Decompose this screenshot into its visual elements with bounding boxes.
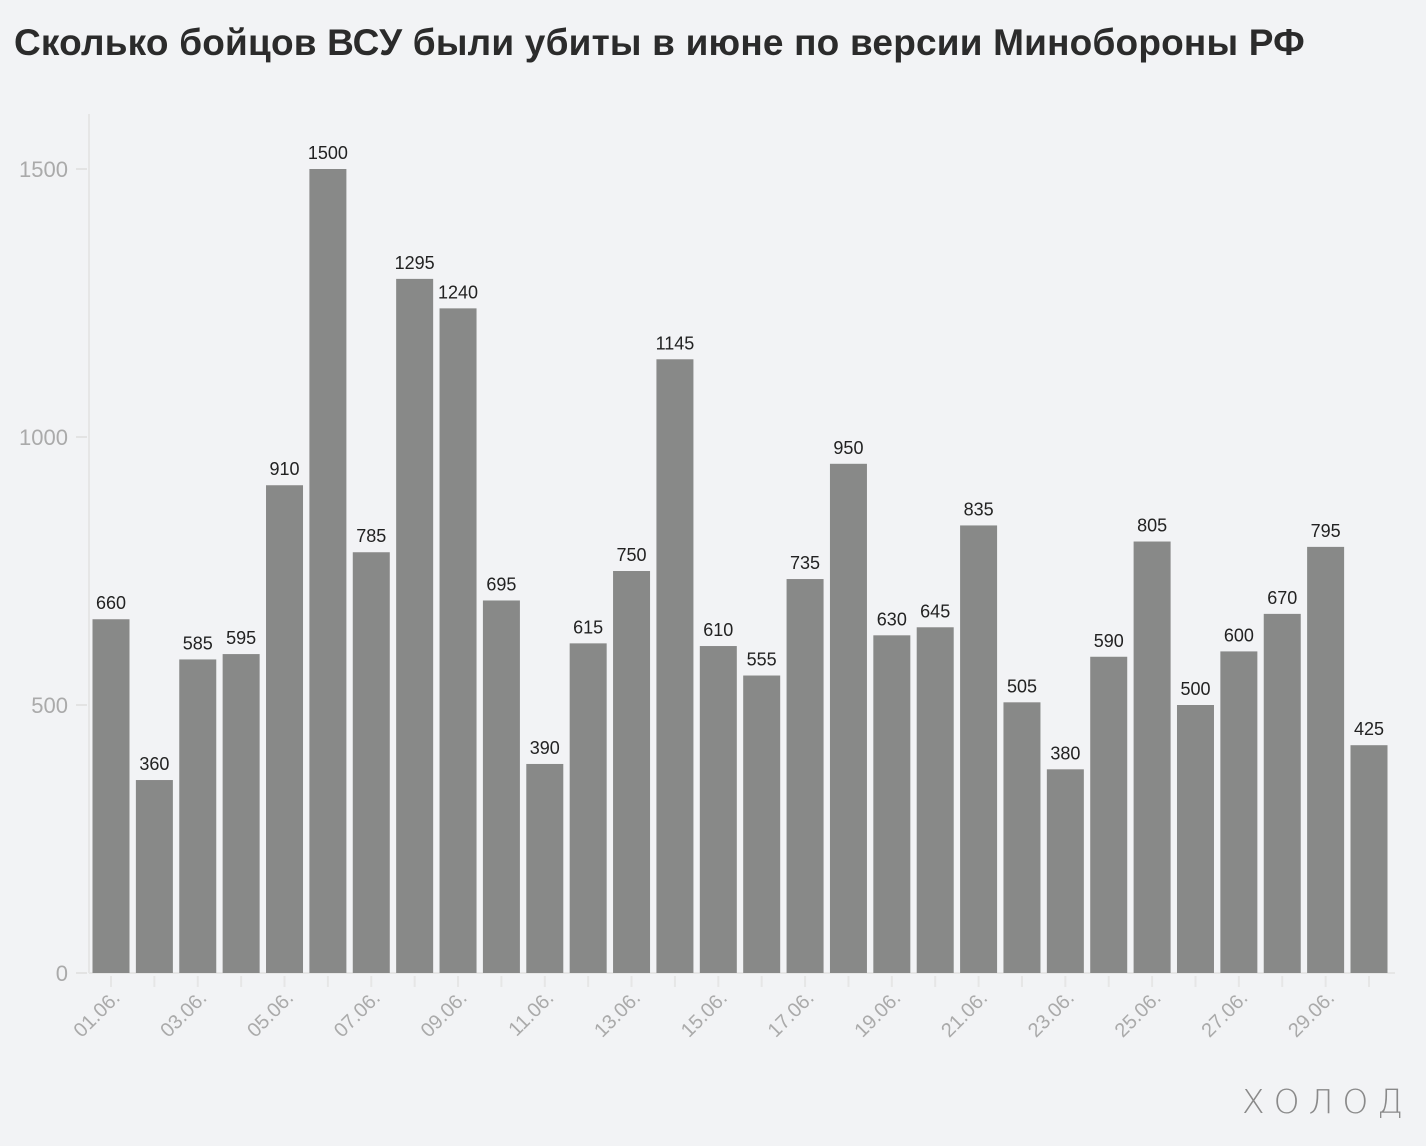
x-tick-label: 11.06. <box>505 987 559 1041</box>
bar <box>699 646 737 973</box>
data-label: 505 <box>1007 676 1037 696</box>
x-tick-label: 05.06. <box>243 987 298 1042</box>
data-label: 695 <box>486 574 516 594</box>
bar <box>352 552 390 973</box>
bar <box>1090 656 1128 973</box>
data-label: 390 <box>530 738 560 758</box>
y-tick-label: 1000 <box>19 425 68 450</box>
x-tick-label: 13.06. <box>590 987 645 1042</box>
data-label: 615 <box>573 617 603 637</box>
data-label: 795 <box>1311 521 1341 541</box>
bar <box>786 579 824 973</box>
x-tick-label: 15.06. <box>677 987 732 1042</box>
bar <box>743 675 781 973</box>
y-tick-label: 1500 <box>19 157 68 182</box>
bar <box>222 654 260 973</box>
data-label: 645 <box>920 601 950 621</box>
data-label: 750 <box>617 545 647 565</box>
data-label: 595 <box>226 628 256 648</box>
bar <box>1350 745 1388 973</box>
bar <box>482 600 520 973</box>
y-tick-label: 0 <box>56 961 68 986</box>
bar <box>1003 702 1041 973</box>
data-label: 805 <box>1137 516 1167 536</box>
bar <box>526 763 564 973</box>
data-label: 500 <box>1180 679 1210 699</box>
data-label: 600 <box>1224 625 1254 645</box>
data-label: 660 <box>96 593 126 613</box>
data-label: 910 <box>269 459 299 479</box>
data-label: 1145 <box>656 333 695 353</box>
x-tick-label: 27.06. <box>1198 987 1253 1042</box>
x-tick-label: 17.06. <box>764 987 819 1042</box>
bar <box>1220 651 1258 973</box>
bar <box>873 635 911 973</box>
data-label: 735 <box>790 553 820 573</box>
bar <box>1263 613 1301 973</box>
data-label: 950 <box>833 438 863 458</box>
data-label: 1295 <box>395 253 435 273</box>
y-tick-label: 500 <box>31 693 68 718</box>
bar <box>1176 705 1214 973</box>
bar <box>92 619 130 973</box>
bar <box>569 643 607 973</box>
bar <box>829 463 867 973</box>
x-tick-label: 25.06. <box>1111 987 1166 1042</box>
data-label: 555 <box>747 650 777 670</box>
data-label: 610 <box>703 620 733 640</box>
bar <box>266 485 304 973</box>
bar <box>396 278 434 973</box>
bar <box>439 308 477 973</box>
bar <box>179 659 217 973</box>
bar <box>309 169 347 973</box>
x-tick-label: 23.06. <box>1024 987 1079 1042</box>
chart-title: Сколько бойцов ВСУ были убиты в июне по … <box>14 22 1305 63</box>
data-label: 360 <box>139 754 169 774</box>
data-label: 585 <box>183 633 213 653</box>
x-tick-label: 29.06. <box>1284 987 1339 1042</box>
bar <box>1133 541 1171 973</box>
data-label: 1500 <box>308 143 348 163</box>
data-label: 590 <box>1094 631 1124 651</box>
x-tick-label: 21.06. <box>937 987 992 1042</box>
data-label: 835 <box>964 499 994 519</box>
bar <box>1307 546 1345 973</box>
bar <box>960 525 998 973</box>
data-label: 1240 <box>438 282 478 302</box>
data-label: 380 <box>1050 743 1080 763</box>
bar <box>656 359 694 973</box>
bar <box>1046 769 1084 973</box>
bar <box>916 627 954 973</box>
x-tick-label: 09.06. <box>417 987 472 1042</box>
logo: ХОЛОД <box>1242 1082 1412 1121</box>
x-tick-label: 19.06. <box>850 987 905 1042</box>
x-tick-label: 01.06. <box>70 987 125 1042</box>
bar <box>613 571 651 973</box>
data-label: 785 <box>356 526 386 546</box>
x-tick-label: 07.06. <box>330 987 385 1042</box>
data-label: 670 <box>1267 588 1297 608</box>
data-label: 630 <box>877 609 907 629</box>
data-label: 425 <box>1354 719 1384 739</box>
x-tick-label: 03.06. <box>156 987 211 1042</box>
bar <box>135 780 173 973</box>
